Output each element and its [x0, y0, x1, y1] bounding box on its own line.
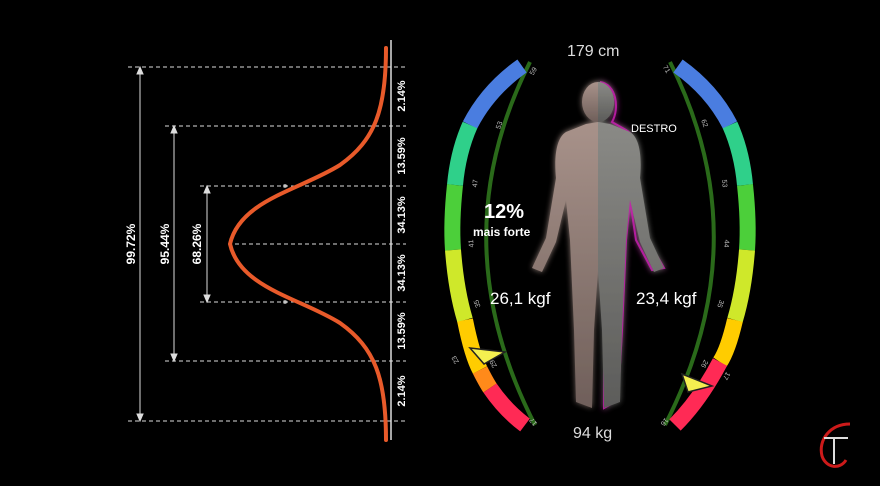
strength-diff-value: 12%	[484, 201, 525, 223]
gauge-band-yellow	[713, 318, 743, 367]
height-label: 179 cm	[567, 43, 620, 60]
gauge-band-magenta	[669, 358, 728, 431]
segment-percent-label: 13.59%	[396, 312, 408, 350]
gauge-tick-label: 41	[468, 239, 476, 248]
brand-logo-icon	[819, 422, 851, 468]
range-arrows	[136, 65, 211, 423]
left-gauge-pointer	[468, 347, 508, 365]
guide-lines	[128, 66, 406, 422]
range-percent-label: 99.72%	[124, 223, 138, 265]
gauge-band-magenta	[483, 383, 530, 432]
gauge-band-blue	[673, 59, 738, 129]
gauge-band-green	[737, 184, 756, 251]
gauge-band-blue	[462, 59, 527, 129]
inflection-point-top	[283, 184, 287, 188]
dominant-side-label: DESTRO	[631, 123, 677, 135]
right-strength-gauge	[663, 59, 756, 431]
segment-percent-label: 34.13%	[396, 196, 408, 234]
segment-percent-label: 13.59%	[396, 137, 408, 175]
gauge-tick-label: 44	[722, 239, 730, 248]
inflection-point-bottom	[283, 300, 287, 304]
gauge-tick-label: 53	[720, 179, 728, 188]
left-strength-gauge	[444, 59, 537, 432]
range-percent-label: 68.26%	[190, 223, 204, 265]
segment-percent-label: 2.14%	[396, 375, 408, 407]
gauge-band-yellow	[457, 318, 488, 374]
gauge-band-orange	[472, 366, 497, 393]
segment-percent-label: 2.14%	[396, 80, 408, 112]
bell-curve	[227, 46, 388, 442]
bell-curve-chart	[128, 40, 406, 442]
gauge-band-lime	[727, 249, 755, 323]
range-percent-label: 95.44%	[158, 223, 172, 265]
left-force-value: 26,1 kgf	[490, 289, 551, 308]
right-gauge-pointer	[680, 372, 715, 393]
gauge-band-green	[444, 184, 463, 251]
gauge-tick-label: 47	[472, 179, 480, 188]
gauge-band-lime	[445, 249, 473, 323]
strength-diff-caption: mais forte	[473, 225, 531, 239]
human-body-figure	[532, 81, 666, 410]
right-force-value: 23,4 kgf	[636, 289, 697, 308]
gauge-band-teal	[722, 121, 753, 186]
segment-percent-label: 34.13%	[396, 254, 408, 292]
weight-label: 94 kg	[573, 425, 613, 442]
gauge-band-teal	[447, 121, 478, 186]
